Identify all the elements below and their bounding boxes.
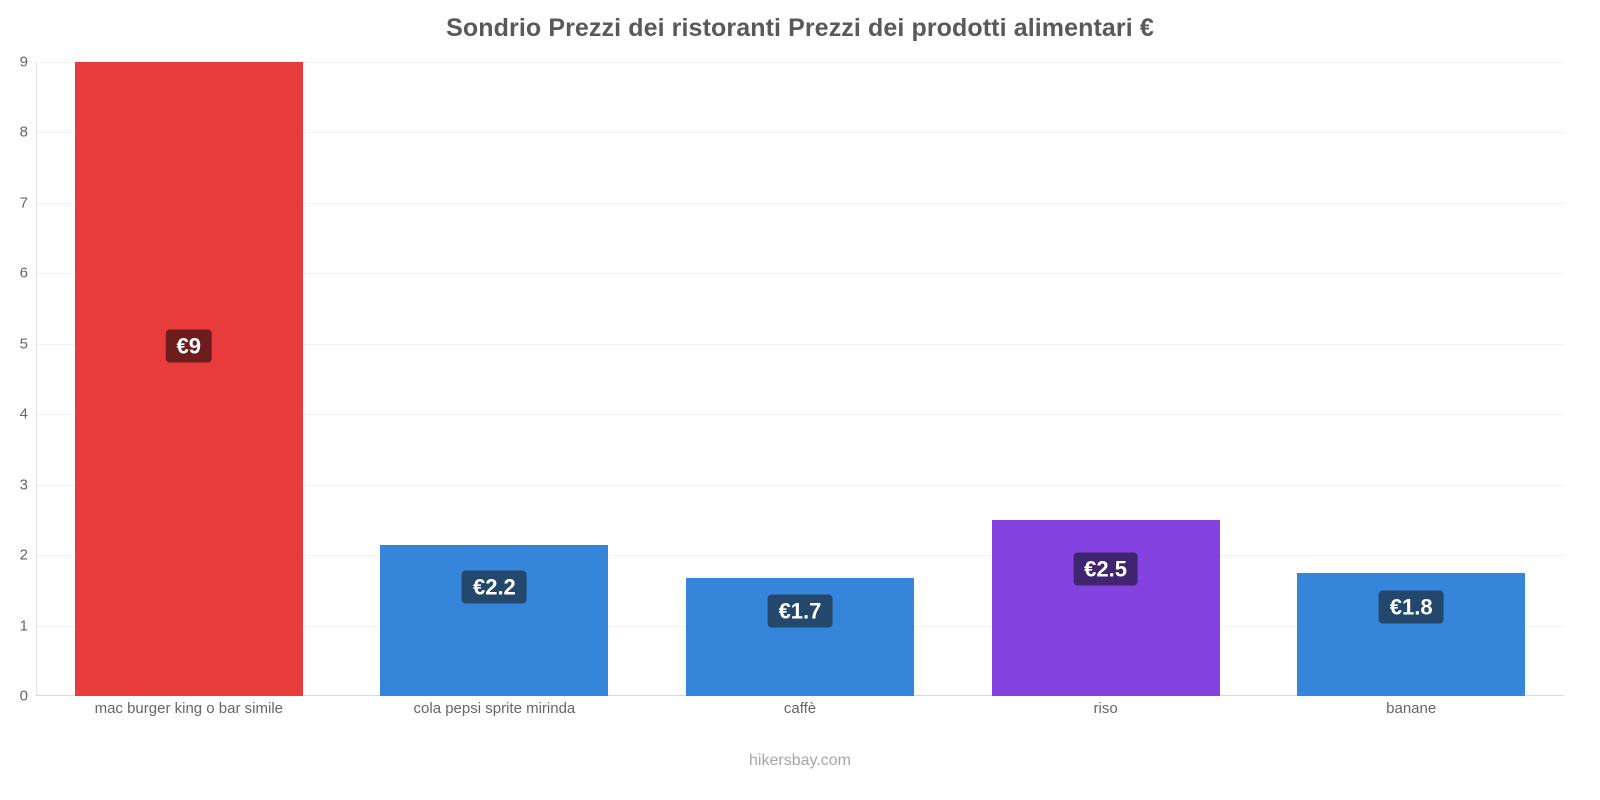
source-watermark: hikersbay.com bbox=[749, 752, 851, 769]
gridline bbox=[36, 484, 1564, 486]
x-tick-label: caffè bbox=[783, 700, 817, 717]
x-tick-label: cola pepsi sprite mirinda bbox=[413, 700, 576, 717]
page-title: Sondrio Prezzi dei ristoranti Prezzi dei… bbox=[446, 14, 1154, 42]
y-tick-label: 0 bbox=[19, 687, 28, 705]
bar-slot: €2.2 bbox=[342, 62, 648, 696]
bar-slot: €1.7 bbox=[647, 62, 953, 696]
y-tick-label: 2 bbox=[19, 546, 28, 564]
x-tick-label: mac burger king o bar simile bbox=[94, 700, 284, 717]
plot-area: €9 €2.2 €1.7 €2.5 €1.8 bbox=[36, 62, 1564, 696]
y-tick-label: 7 bbox=[19, 194, 28, 212]
bar-slot: €9 bbox=[36, 62, 342, 696]
gridline bbox=[36, 414, 1564, 416]
bar-value-label: €1.7 bbox=[767, 594, 833, 628]
x-tick-label: riso bbox=[1093, 700, 1118, 717]
y-tick-label: 3 bbox=[19, 476, 28, 494]
gridline bbox=[36, 555, 1564, 557]
bar-value-label: €2.5 bbox=[1073, 552, 1139, 586]
y-tick-label: 6 bbox=[19, 264, 28, 282]
y-axis-line bbox=[36, 62, 37, 696]
bar[interactable] bbox=[991, 519, 1220, 696]
bar-value-label: €2.2 bbox=[461, 570, 527, 604]
bar-value-label: €1.8 bbox=[1378, 590, 1444, 624]
bar-slot: €1.8 bbox=[1258, 62, 1564, 696]
bar-slot: €2.5 bbox=[953, 62, 1259, 696]
x-axis-tick-labels: mac burger king o bar simile cola pepsi s… bbox=[36, 700, 1564, 730]
gridline bbox=[36, 132, 1564, 134]
y-tick-label: 5 bbox=[19, 335, 28, 353]
gridline bbox=[36, 273, 1564, 275]
gridline bbox=[36, 202, 1564, 204]
y-tick-label: 8 bbox=[19, 123, 28, 141]
y-axis-tick-labels: 0 1 2 3 4 5 6 7 8 9 bbox=[0, 54, 28, 705]
y-tick-label: 4 bbox=[19, 405, 28, 423]
bar-series: €9 €2.2 €1.7 €2.5 €1.8 bbox=[36, 62, 1564, 696]
bar[interactable] bbox=[74, 62, 303, 696]
y-tick-label: 1 bbox=[19, 617, 28, 635]
y-tick-label: 9 bbox=[19, 53, 28, 71]
gridline bbox=[36, 62, 1564, 63]
gridline bbox=[36, 343, 1564, 345]
bar[interactable] bbox=[380, 544, 609, 696]
x-tick-label: banane bbox=[1386, 700, 1437, 717]
bar-value-label: €9 bbox=[165, 329, 213, 363]
